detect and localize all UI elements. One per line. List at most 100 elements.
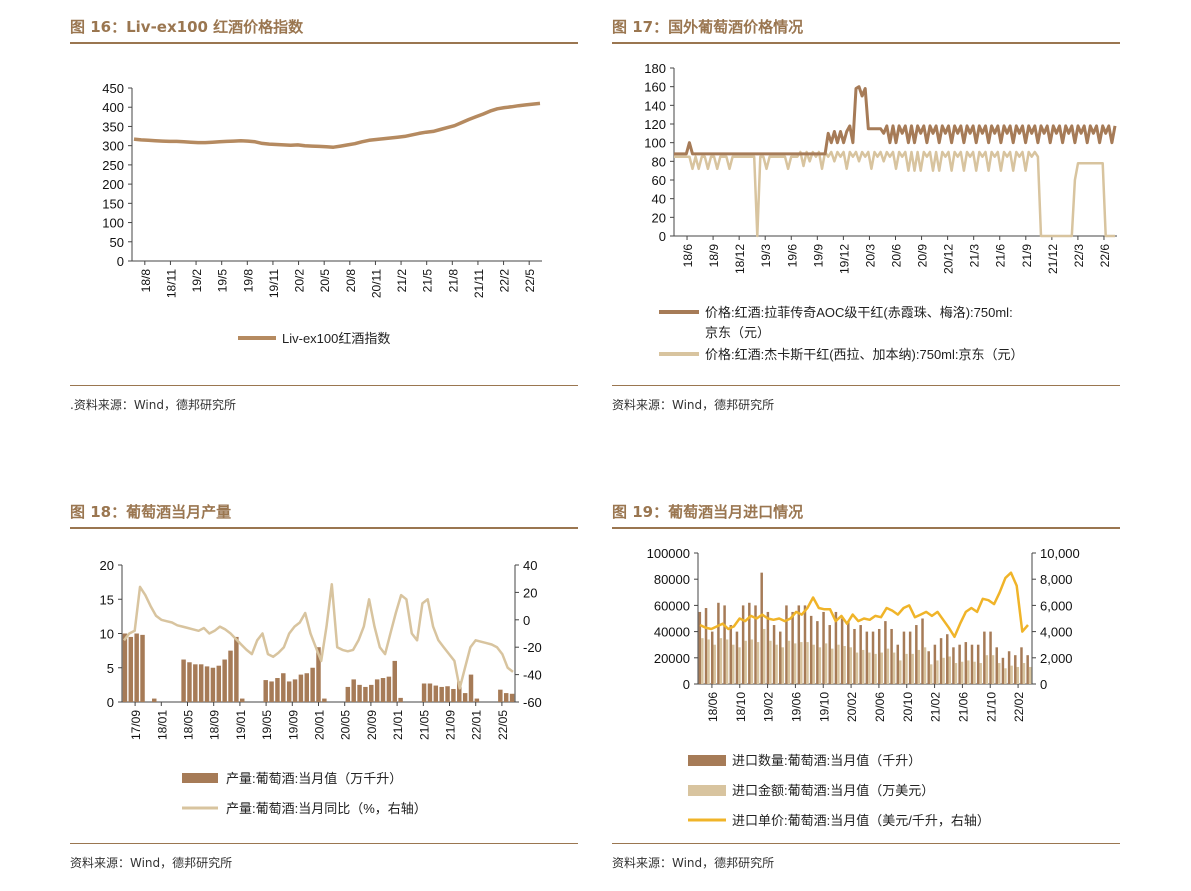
bar-production bbox=[345, 686, 351, 702]
bar-production bbox=[193, 664, 198, 702]
y-axis-right-label: 10,000 bbox=[1040, 546, 1080, 561]
x-axis-label: 19/06 bbox=[789, 692, 803, 722]
x-axis-label: 18/12 bbox=[733, 244, 747, 274]
bar-import-value bbox=[756, 642, 760, 684]
figure-16-source: .资料来源：Wind，德邦研究所 bbox=[70, 398, 236, 412]
bar-import-volume bbox=[772, 625, 776, 684]
bar-production bbox=[457, 681, 462, 702]
bar-production bbox=[427, 683, 433, 702]
x-axis-label: 20/6 bbox=[890, 244, 904, 268]
y-axis-left-label: 40000 bbox=[654, 625, 690, 640]
bar-import-volume bbox=[902, 631, 906, 684]
y-axis-label: 150 bbox=[102, 196, 124, 211]
bar-production bbox=[152, 698, 157, 702]
bar-production bbox=[281, 673, 286, 702]
y-axis-left-label: 80000 bbox=[654, 572, 690, 587]
x-axis-label: 20/01 bbox=[313, 710, 327, 740]
bar-import-value bbox=[905, 653, 908, 684]
y-axis-label: 120 bbox=[644, 117, 666, 132]
bar-import-volume bbox=[779, 631, 782, 684]
figure-19-source: 资料来源：Wind，德邦研究所 bbox=[612, 856, 775, 870]
bar-production bbox=[503, 693, 509, 702]
bar-import-volume bbox=[1014, 655, 1017, 684]
bar-import-value bbox=[1028, 666, 1032, 684]
source-rule bbox=[612, 843, 1120, 844]
x-axis-label: 19/12 bbox=[837, 244, 851, 274]
x-axis-label: 21/11 bbox=[472, 269, 486, 298]
y-axis-label: 180 bbox=[644, 61, 666, 76]
x-axis-label: 19/8 bbox=[241, 269, 255, 293]
bar-import-volume bbox=[946, 634, 949, 684]
bar-import-value bbox=[744, 640, 747, 684]
bar-import-volume bbox=[859, 625, 862, 684]
bar-production bbox=[263, 680, 268, 702]
bar-production bbox=[304, 673, 310, 702]
bar-import-volume bbox=[908, 631, 912, 684]
bar-import-value bbox=[880, 652, 883, 684]
bar-import-value bbox=[837, 644, 840, 684]
x-axis-label: 20/11 bbox=[369, 269, 383, 298]
bar-production bbox=[421, 683, 427, 702]
bar-import-volume bbox=[704, 608, 708, 684]
bar-production bbox=[286, 681, 292, 702]
bar-import-volume bbox=[735, 631, 739, 684]
bar-import-value bbox=[973, 661, 976, 684]
bar-import-value bbox=[936, 660, 939, 684]
bar-import-value bbox=[719, 638, 723, 684]
y-axis-label: 400 bbox=[102, 100, 124, 115]
y-axis-label: 60 bbox=[652, 173, 666, 188]
y-axis-left-label: 15 bbox=[100, 592, 114, 607]
x-axis-label: 20/2 bbox=[293, 269, 307, 293]
x-axis-label: 22/02 bbox=[1012, 692, 1026, 722]
x-axis-label: 21/12 bbox=[1046, 244, 1060, 274]
bar-import-volume bbox=[884, 621, 887, 684]
bar-import-value bbox=[899, 660, 902, 684]
bar-import-volume bbox=[698, 611, 702, 684]
y-axis-label: 350 bbox=[102, 119, 124, 134]
figure-18-title: 图 18：葡萄酒当月产量 bbox=[70, 503, 232, 521]
x-axis-label: 22/6 bbox=[1098, 244, 1112, 268]
bar-production bbox=[210, 667, 216, 702]
y-axis-label: 100 bbox=[644, 136, 666, 151]
bar-import-value bbox=[979, 663, 982, 684]
bar-import-volume bbox=[834, 611, 838, 684]
y-axis-left-label: 0 bbox=[107, 695, 114, 710]
legend-label: 进口数量:葡萄酒:当月值（千升） bbox=[732, 753, 921, 768]
x-axis-label: 21/10 bbox=[984, 692, 998, 722]
x-axis-label: 19/02 bbox=[762, 692, 776, 722]
title-rule bbox=[612, 527, 1120, 529]
bar-import-volume bbox=[958, 644, 961, 684]
x-axis-label: 18/01 bbox=[155, 710, 169, 740]
bar-production bbox=[462, 693, 468, 702]
bar-import-volume bbox=[748, 602, 751, 684]
bar-import-volume bbox=[723, 605, 726, 684]
bar-import-value bbox=[917, 649, 921, 684]
legend-swatch bbox=[688, 755, 726, 766]
y-axis-right-label: -40 bbox=[523, 668, 542, 683]
bar-import-value bbox=[929, 664, 933, 684]
bar-import-volume bbox=[1007, 651, 1011, 684]
bar-import-volume bbox=[710, 631, 714, 684]
x-axis-label: 19/2 bbox=[190, 269, 204, 293]
bar-production bbox=[240, 698, 245, 702]
bar-import-value bbox=[824, 643, 828, 684]
x-axis-label: 22/5 bbox=[523, 269, 537, 293]
bar-production bbox=[228, 650, 233, 702]
bar-import-value bbox=[1022, 663, 1026, 684]
x-axis-label: 19/01 bbox=[234, 710, 248, 740]
x-axis-label: 22/01 bbox=[470, 710, 484, 740]
bar-import-volume bbox=[741, 605, 745, 684]
legend-swatch bbox=[182, 773, 218, 783]
bar-production bbox=[386, 676, 392, 702]
bar-import-volume bbox=[989, 631, 992, 684]
bar-import-value bbox=[843, 646, 846, 684]
bar-import-value bbox=[911, 653, 914, 684]
bar-import-volume bbox=[995, 647, 998, 684]
bar-import-volume bbox=[803, 605, 807, 684]
title-rule bbox=[70, 42, 578, 44]
bar-import-volume bbox=[915, 625, 918, 684]
bar-production bbox=[140, 634, 145, 702]
bar-import-value bbox=[818, 647, 822, 684]
bar-import-value bbox=[800, 642, 803, 684]
y-axis-right-label: 8,000 bbox=[1040, 572, 1073, 587]
